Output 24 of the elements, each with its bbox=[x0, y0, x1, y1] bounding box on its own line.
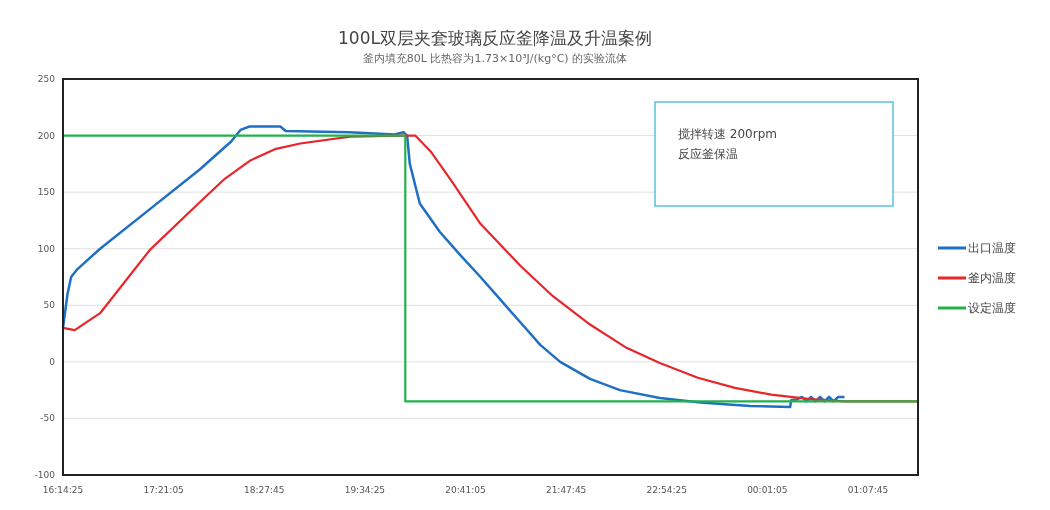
y-tick-label: 250 bbox=[37, 74, 56, 84]
y-tick-label: -100 bbox=[34, 470, 56, 480]
legend-label: 设定温度 bbox=[968, 301, 1016, 315]
x-tick-label: 20:41:05 bbox=[445, 485, 486, 495]
y-tick-label: 50 bbox=[43, 300, 56, 311]
legend-label: 出口温度 bbox=[968, 241, 1016, 255]
y-tick-label: 150 bbox=[37, 187, 56, 198]
x-tick-label: 19:34:25 bbox=[344, 485, 386, 495]
x-tick-label: 22:54:25 bbox=[646, 485, 687, 495]
y-tick-label: 0 bbox=[49, 356, 56, 367]
x-tick-label: 00:01:05 bbox=[747, 485, 788, 495]
x-tick-label: 17:21:05 bbox=[143, 485, 184, 495]
y-tick-label: 200 bbox=[37, 130, 56, 141]
annotation: 反应釜保温 bbox=[678, 147, 738, 161]
chart-subtitle: 釜内填充80L 比热容为1.73×10³J/(kg°C) 的实验流体 bbox=[362, 52, 628, 65]
legend-label: 釜内温度 bbox=[968, 271, 1016, 285]
chart-title: 100L双层夹套玻璃反应釜降温及升温案例 bbox=[338, 28, 652, 48]
x-tick-label: 16:14:25 bbox=[42, 485, 84, 495]
annotation: 搅拌转速 200rpm bbox=[678, 127, 777, 141]
x-tick-label: 18:27:45 bbox=[244, 485, 285, 495]
x-tick-label: 01:07:45 bbox=[847, 485, 889, 495]
x-tick-label: 21:47:45 bbox=[545, 485, 587, 495]
y-tick-label: -50 bbox=[40, 413, 56, 424]
y-tick-label: 100 bbox=[37, 243, 56, 254]
